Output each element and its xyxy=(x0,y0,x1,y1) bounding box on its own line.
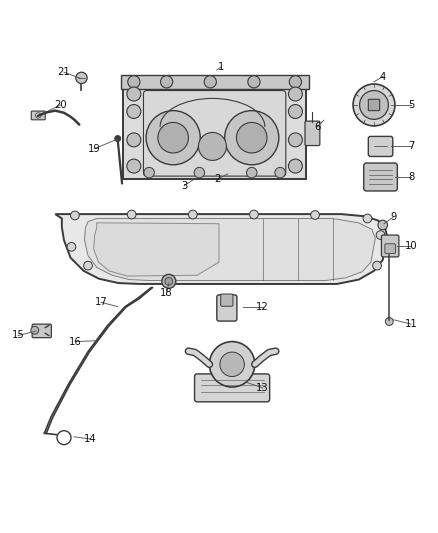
Circle shape xyxy=(288,133,302,147)
Circle shape xyxy=(127,210,136,219)
Circle shape xyxy=(288,87,302,101)
Circle shape xyxy=(31,326,39,334)
Circle shape xyxy=(144,167,154,178)
Circle shape xyxy=(35,113,41,118)
FancyBboxPatch shape xyxy=(368,136,393,157)
Circle shape xyxy=(353,84,395,126)
Text: 15: 15 xyxy=(12,330,25,341)
Circle shape xyxy=(127,133,141,147)
Text: 9: 9 xyxy=(390,212,397,222)
Circle shape xyxy=(158,123,188,153)
FancyBboxPatch shape xyxy=(31,111,45,120)
FancyBboxPatch shape xyxy=(217,295,237,321)
Text: 1: 1 xyxy=(218,62,224,72)
Circle shape xyxy=(160,76,173,88)
Circle shape xyxy=(237,123,267,153)
Circle shape xyxy=(165,277,173,285)
Circle shape xyxy=(127,159,141,173)
FancyBboxPatch shape xyxy=(194,374,270,402)
Circle shape xyxy=(115,135,121,142)
Text: 17: 17 xyxy=(95,297,107,308)
Circle shape xyxy=(84,261,92,270)
Text: 7: 7 xyxy=(408,141,414,151)
Text: 16: 16 xyxy=(68,337,81,346)
Circle shape xyxy=(250,210,258,219)
Circle shape xyxy=(146,111,200,165)
FancyBboxPatch shape xyxy=(221,294,233,306)
Text: 6: 6 xyxy=(314,122,321,132)
Circle shape xyxy=(71,211,79,220)
Circle shape xyxy=(373,261,381,270)
Text: 5: 5 xyxy=(408,100,414,110)
Text: 10: 10 xyxy=(405,240,417,251)
Text: 13: 13 xyxy=(256,383,269,393)
Circle shape xyxy=(311,211,319,220)
Circle shape xyxy=(67,243,76,251)
Circle shape xyxy=(385,318,393,326)
FancyBboxPatch shape xyxy=(381,235,399,257)
FancyBboxPatch shape xyxy=(368,99,380,111)
FancyBboxPatch shape xyxy=(32,324,51,338)
Text: 4: 4 xyxy=(380,71,386,82)
Circle shape xyxy=(248,76,260,88)
Polygon shape xyxy=(55,214,387,284)
Circle shape xyxy=(76,72,87,84)
Polygon shape xyxy=(94,223,219,276)
Circle shape xyxy=(194,167,205,178)
Text: 12: 12 xyxy=(256,302,269,312)
Circle shape xyxy=(162,274,176,288)
Circle shape xyxy=(188,210,197,219)
Text: 18: 18 xyxy=(160,288,173,298)
Circle shape xyxy=(128,76,140,88)
Circle shape xyxy=(127,87,141,101)
Circle shape xyxy=(209,342,255,387)
Circle shape xyxy=(288,104,302,118)
Text: 3: 3 xyxy=(181,181,187,191)
FancyBboxPatch shape xyxy=(364,163,397,191)
Circle shape xyxy=(288,159,302,173)
Polygon shape xyxy=(85,219,375,280)
Circle shape xyxy=(275,167,286,178)
Circle shape xyxy=(289,76,301,88)
Text: 19: 19 xyxy=(88,143,101,154)
Text: 20: 20 xyxy=(54,100,67,110)
Circle shape xyxy=(363,214,372,223)
Circle shape xyxy=(376,231,385,239)
Circle shape xyxy=(247,167,257,178)
Circle shape xyxy=(360,91,389,119)
FancyBboxPatch shape xyxy=(121,75,308,89)
Text: 2: 2 xyxy=(215,174,221,184)
Circle shape xyxy=(378,220,388,230)
Text: 14: 14 xyxy=(84,434,96,444)
Text: 8: 8 xyxy=(408,172,414,182)
FancyBboxPatch shape xyxy=(305,121,320,146)
Circle shape xyxy=(127,104,141,118)
Text: 21: 21 xyxy=(58,67,71,77)
Circle shape xyxy=(225,111,279,165)
FancyBboxPatch shape xyxy=(123,77,306,179)
Circle shape xyxy=(198,133,226,160)
Text: 11: 11 xyxy=(405,319,417,329)
Circle shape xyxy=(220,352,244,376)
Circle shape xyxy=(204,76,216,88)
FancyBboxPatch shape xyxy=(144,91,286,176)
FancyBboxPatch shape xyxy=(385,244,396,253)
